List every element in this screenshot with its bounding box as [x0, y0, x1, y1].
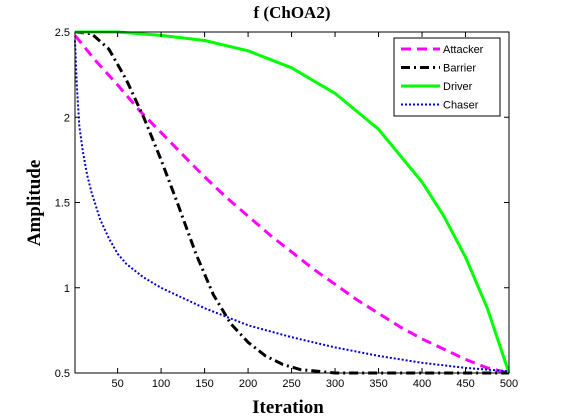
x-tick-label: 200 [239, 378, 257, 390]
chart-title: f (ChOA2) [254, 3, 331, 22]
y-tick-label: 1.5 [55, 198, 70, 210]
x-tick-label: 400 [413, 378, 431, 390]
y-tick-label: 2.5 [55, 27, 70, 39]
x-tick-label: 100 [152, 378, 170, 390]
y-axis-label: Amplitude [24, 160, 45, 247]
series-line-chaser [74, 40, 510, 373]
legend: Attacker Barrier Driver Chaser [393, 37, 501, 117]
y-tick-label: 2 [64, 112, 70, 124]
x-tick-label: 300 [326, 378, 344, 390]
x-tick-label: 450 [456, 378, 474, 390]
legend-label-driver: Driver [443, 81, 473, 93]
x-tick-label: 250 [282, 378, 300, 390]
x-tick-label: 350 [369, 378, 387, 390]
legend-label-chaser: Chaser [443, 100, 479, 112]
legend-label-barrier: Barrier [443, 63, 476, 75]
plot-area: 50 100 150 200 250 300 350 400 450 500 0.5 1 1.5 2 2.5 [55, 27, 518, 390]
y-tick-label: 0.5 [55, 368, 70, 380]
series-line-attacker [73, 34, 510, 375]
x-axis-label: Iteration [252, 397, 324, 418]
x-tick-label: 150 [195, 378, 213, 390]
legend-label-attacker: Attacker [443, 44, 484, 56]
x-tick-label: 500 [500, 378, 518, 390]
x-tick-label: 50 [111, 378, 123, 390]
y-tick-label: 1 [64, 283, 70, 295]
legend-box [393, 37, 501, 117]
